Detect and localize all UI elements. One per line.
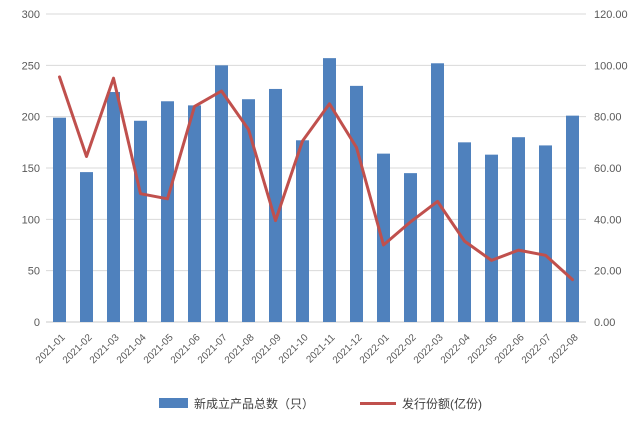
bar	[539, 145, 552, 322]
bar	[242, 99, 255, 322]
bar	[161, 101, 174, 323]
bar-series-swatch	[158, 398, 188, 408]
x-axis-labels: 2021-012021-022021-032021-042021-052021-…	[34, 332, 581, 366]
left-axis-tick-labels: 300 250 200 150 100 50 0	[22, 9, 40, 329]
bar	[215, 65, 228, 322]
right-axis-tick-label: 0.00	[594, 317, 615, 329]
bar	[350, 85, 363, 322]
right-axis-tick-label: 120.00	[594, 9, 628, 21]
x-axis-label: 2021-10	[277, 332, 311, 366]
bar	[512, 137, 525, 322]
right-axis-tick-labels: 120.00 100.00 80.00 60.00 40.00 20.00 0.00	[594, 9, 628, 329]
left-axis-tick-label: 200	[22, 112, 40, 124]
bar	[485, 154, 498, 322]
left-axis-tick-label: 250	[22, 60, 40, 72]
bar	[458, 142, 471, 322]
right-axis-tick-label: 80.00	[594, 112, 622, 124]
bar	[566, 115, 579, 322]
line-series-label: 发行份额(亿份)	[402, 396, 482, 411]
bar	[377, 153, 390, 322]
bar	[404, 173, 417, 322]
right-axis-tick-label: 100.00	[594, 60, 628, 72]
right-axis-tick-label: 20.00	[594, 266, 622, 278]
left-axis-tick-label: 100	[22, 214, 40, 226]
bar	[188, 105, 201, 322]
bar	[134, 120, 147, 322]
bar	[107, 92, 120, 322]
bar	[296, 140, 309, 322]
bar	[431, 63, 444, 322]
bar-series-label: 新成立产品总数（只）	[193, 396, 314, 411]
line-series-swatch	[360, 401, 396, 405]
left-axis-tick-label: 300	[22, 9, 40, 21]
x-axis-label: 2022-08	[547, 332, 581, 366]
gridlines	[46, 13, 586, 323]
bar	[323, 58, 336, 322]
line-series	[58, 75, 574, 282]
bar	[53, 117, 66, 323]
bar-series	[53, 58, 579, 323]
legend: 新成立产品总数（只） 发行份额(亿份)	[0, 391, 641, 415]
legend-item-line-series: 发行份额(亿份)	[360, 395, 482, 412]
right-axis-tick-label: 60.00	[594, 163, 622, 175]
legend-item-bar-series: 新成立产品总数（只）	[158, 395, 314, 412]
right-axis-tick-label: 40.00	[594, 214, 622, 226]
bar	[80, 172, 93, 322]
left-axis-tick-label: 150	[22, 163, 40, 175]
left-axis-tick-label: 50	[28, 266, 40, 278]
left-axis-tick-label: 0	[34, 317, 40, 329]
bar	[269, 88, 282, 323]
